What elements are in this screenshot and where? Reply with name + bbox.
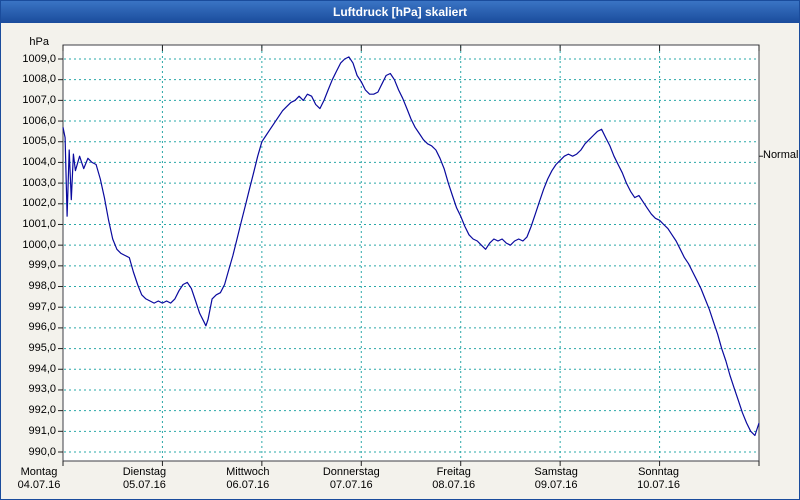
weekday-label: Dienstag bbox=[122, 466, 167, 478]
weekday-label: Montag bbox=[20, 466, 58, 478]
date-label: 04.07.16 bbox=[17, 479, 61, 491]
plot-area[interactable] bbox=[62, 44, 760, 462]
x-axis-day-label: Freitag 08.07.16 bbox=[404, 466, 504, 492]
pressure-series-line bbox=[62, 56, 760, 437]
chart-region: hPa 1009,0 1008,0 1007,0 1006,0 1005,0 1004,0… bbox=[1, 23, 800, 500]
x-axis-day-label: Montag 04.07.16 bbox=[1, 466, 89, 492]
y-tick-label: 1009,0 bbox=[22, 52, 56, 65]
y-tick-label: 992,0 bbox=[28, 404, 56, 417]
y-tick-label: 991,0 bbox=[28, 424, 56, 437]
pressure-line-chart[interactable] bbox=[1, 23, 800, 500]
normal-annotation-label: Normal bbox=[763, 149, 799, 162]
weekday-label: Samstag bbox=[534, 466, 578, 478]
y-tick-label: 1005,0 bbox=[22, 135, 56, 148]
axis-ticks bbox=[58, 45, 763, 466]
titlebar[interactable]: Luftdruck [hPa] skaliert bbox=[1, 1, 799, 23]
date-label: 06.07.16 bbox=[226, 479, 270, 491]
weekday-label: Mittwoch bbox=[226, 466, 270, 478]
y-tick-label: 996,0 bbox=[28, 321, 56, 334]
date-label: 07.07.16 bbox=[329, 479, 373, 491]
y-tick-label: 997,0 bbox=[28, 300, 56, 313]
x-axis-day-label: Sonntag 10.07.16 bbox=[609, 466, 709, 492]
date-label: 08.07.16 bbox=[432, 479, 476, 491]
x-axis-day-label: Samstag 09.07.16 bbox=[506, 466, 606, 492]
date-label: 10.07.16 bbox=[637, 479, 680, 491]
x-axis-day-label: Dienstag 05.07.16 bbox=[94, 466, 194, 492]
y-tick-label: 1003,0 bbox=[22, 176, 56, 189]
date-label: 09.07.16 bbox=[534, 479, 578, 491]
y-tick-label: 1002,0 bbox=[22, 197, 56, 210]
y-tick-label: 998,0 bbox=[28, 280, 56, 293]
gridlines bbox=[64, 46, 758, 460]
weekday-label: Sonntag bbox=[638, 466, 680, 478]
weekday-label: Freitag bbox=[436, 466, 471, 478]
weekday-label: Donnerstag bbox=[322, 466, 380, 478]
x-axis-day-label: Mittwoch 06.07.16 bbox=[198, 466, 298, 492]
y-tick-label: 1008,0 bbox=[22, 73, 56, 86]
window-title: Luftdruck [hPa] skaliert bbox=[332, 5, 468, 19]
y-tick-label: 995,0 bbox=[28, 342, 56, 355]
y-tick-label: 1006,0 bbox=[22, 114, 56, 127]
x-axis-day-label: Donnerstag 07.07.16 bbox=[301, 466, 401, 492]
y-axis-unit-label: hPa bbox=[29, 36, 49, 48]
y-tick-label: 990,0 bbox=[28, 445, 56, 458]
y-tick-label: 993,0 bbox=[28, 383, 56, 396]
y-tick-label: 1000,0 bbox=[22, 238, 56, 251]
y-tick-label: 999,0 bbox=[28, 259, 56, 272]
y-tick-label: 1007,0 bbox=[22, 93, 56, 106]
y-tick-label: 1004,0 bbox=[22, 155, 56, 168]
y-tick-label: 1001,0 bbox=[22, 217, 56, 230]
date-label: 05.07.16 bbox=[123, 479, 166, 491]
y-tick-label: 994,0 bbox=[28, 362, 56, 375]
